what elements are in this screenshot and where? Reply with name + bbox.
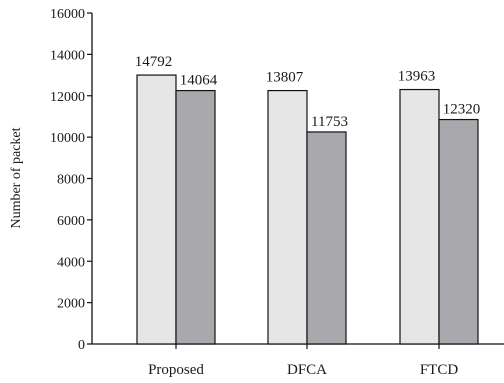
data-label: 14792 [135,54,173,70]
y-axis-label: Number of packet [9,127,24,228]
y-tick-label: 10000 [50,131,85,146]
y-tick-label: 8000 [57,173,85,188]
x-tick-label: FTCD [420,362,459,378]
data-label: 13963 [398,69,436,85]
y-tick-label: 14000 [50,48,85,63]
y-tick-label: 4000 [57,255,85,270]
axes: 0 2000 4000 6000 8000 10000 12000 14000 16000 Pro… [50,7,504,378]
bar-dfca-1 [267,89,308,345]
y-tick-label: 2000 [57,297,85,312]
data-label: 11753 [311,114,348,130]
bar-proposed-2 [175,89,216,345]
data-label: 13807 [266,70,304,86]
data-labels: 14792 14064 13807 11753 13963 12320 [135,54,481,130]
data-label: 12320 [443,102,481,118]
bar-dfca-2 [306,131,347,345]
x-tick-label: Proposed [148,362,204,378]
y-tick-label: 6000 [57,214,85,229]
y-tick-label: 16000 [50,7,85,22]
y-tick-label: 0 [78,338,85,353]
bar-proposed-1 [136,74,177,345]
y-tick-label: 12000 [50,90,85,105]
bar-ftcd-1 [399,88,440,345]
x-tick-label: DFCA [287,362,327,378]
data-label: 14064 [180,73,218,89]
bar-ftcd-2 [438,118,479,345]
bars [136,74,479,345]
